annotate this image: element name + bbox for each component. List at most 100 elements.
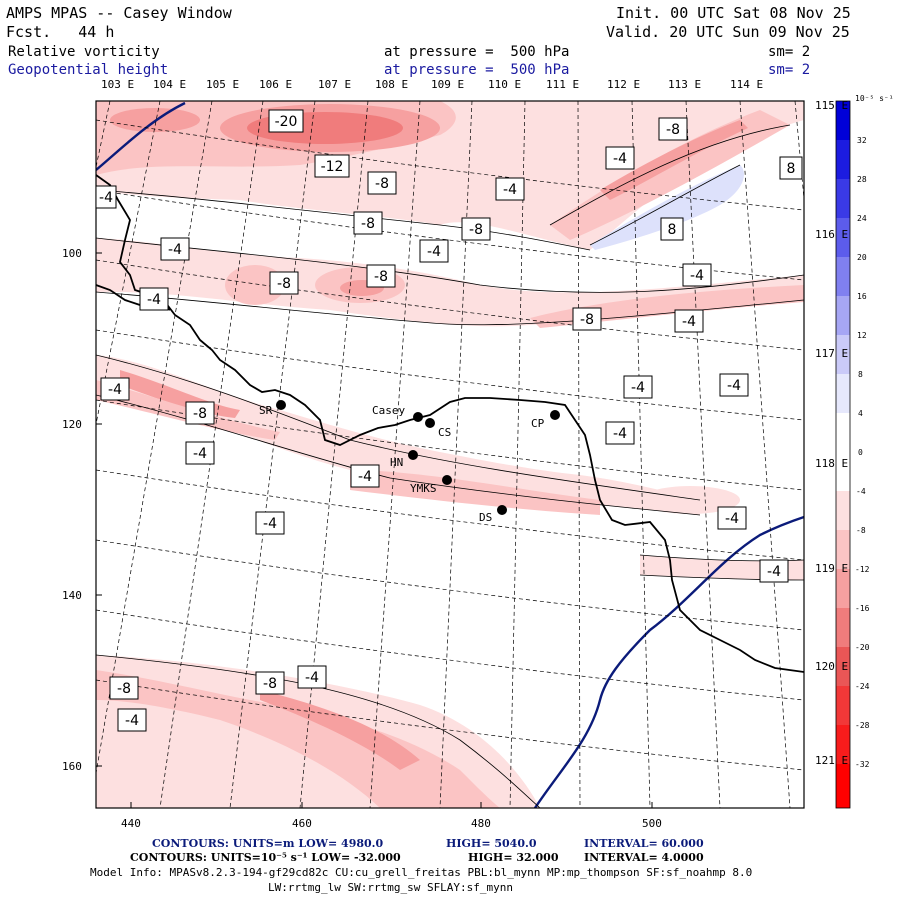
field2-level: at pressure = 500 hPa xyxy=(384,62,570,78)
contour-label: 8 xyxy=(779,156,803,180)
contour-label: -8 xyxy=(353,211,383,235)
x-tick-label: 500 xyxy=(642,817,662,830)
colorbar-label: 0 xyxy=(858,448,863,457)
model-info-line2: LW:rrtmg_lw SW:rrtmg_sw SFLAY:sf_mynn xyxy=(268,881,514,894)
contour-label: -4 xyxy=(160,237,190,261)
lon-label: 110 E xyxy=(488,78,522,91)
colorbar-label: -8 xyxy=(856,526,866,535)
lon-label: 109 E xyxy=(431,78,465,91)
lon-label: 104 E xyxy=(153,78,187,91)
contours-height-interval: INTERVAL= 60.000 xyxy=(584,837,704,850)
contours-vort-interval: INTERVAL= 4.0000 xyxy=(584,851,704,864)
contour-label: -4 xyxy=(117,708,147,732)
model-info: Model Info: MPASv8.2.3-194-gf29cd82c CU:… xyxy=(90,866,753,879)
svg-text:-8: -8 xyxy=(361,216,375,232)
init-time: Init. 00 UTC Sat 08 Nov 25 xyxy=(616,4,851,22)
colorbar-label: 8 xyxy=(858,370,863,379)
colorbar xyxy=(835,100,851,809)
station-label: Casey xyxy=(372,404,405,417)
contour-label: -8 xyxy=(185,401,215,425)
lon-label: 108 E xyxy=(375,78,409,91)
station-marker xyxy=(425,418,435,428)
contour-label: -4 xyxy=(100,377,130,401)
station-label: SR xyxy=(259,404,273,417)
y-tick-label: 100 xyxy=(62,247,82,260)
lat-label: 121 E xyxy=(815,754,849,767)
lat-label: 117 E xyxy=(815,347,849,360)
contour-label: -8 xyxy=(269,271,299,295)
lat-label: 119 E xyxy=(815,562,849,575)
field2-name: Geopotential height xyxy=(8,62,169,78)
svg-text:-8: -8 xyxy=(117,681,131,697)
svg-text:-4: -4 xyxy=(690,268,704,284)
station-marker xyxy=(413,412,423,422)
geopotential-contours xyxy=(96,101,804,808)
contour-label: -4 xyxy=(139,287,169,311)
colorbar-label: -16 xyxy=(855,604,870,613)
svg-text:-4: -4 xyxy=(767,564,781,580)
svg-text:-4: -4 xyxy=(631,380,645,396)
svg-text:-8: -8 xyxy=(375,176,389,192)
contour-label: -4 xyxy=(350,464,380,488)
contour-label: -8 xyxy=(255,671,285,695)
lon-label: 113 E xyxy=(668,78,702,91)
lat-label: 120 E xyxy=(815,660,849,673)
svg-text:-4: -4 xyxy=(99,190,113,206)
svg-text:-4: -4 xyxy=(727,378,741,394)
contour-label: -4 xyxy=(185,441,215,465)
field1-level: at pressure = 500 hPa xyxy=(384,44,570,60)
colorbar-label: 4 xyxy=(858,409,863,418)
contour-label: -4 xyxy=(682,263,712,287)
svg-text:-8: -8 xyxy=(374,269,388,285)
contour-label: -4 xyxy=(419,239,449,263)
y-tick-label: 140 xyxy=(62,589,82,602)
lon-label: 107 E xyxy=(318,78,352,91)
field1-smoothing: sm= 2 xyxy=(768,44,811,60)
station-label: CP xyxy=(531,417,545,430)
stations: SR Casey CS HN YMKS DS CP xyxy=(259,400,560,524)
lon-label: 103 E xyxy=(101,78,135,91)
contour-label: -4 xyxy=(623,375,653,399)
contour-label: 8 xyxy=(660,217,684,241)
lon-label: 114 E xyxy=(730,78,764,91)
svg-text:-4: -4 xyxy=(147,292,161,308)
forecast-hour: Fcst. 44 h xyxy=(6,23,115,41)
station-marker xyxy=(442,475,452,485)
svg-text:-8: -8 xyxy=(666,122,680,138)
valid-time: Valid. 20 UTC Sun 09 Nov 25 xyxy=(606,23,850,41)
vorticity-contours xyxy=(96,124,804,808)
axis-ticks xyxy=(96,252,653,808)
field2-smoothing: sm= 2 xyxy=(768,62,811,78)
station-marker xyxy=(276,400,286,410)
station-label: DS xyxy=(479,511,492,524)
station-label: CS xyxy=(438,426,451,439)
contour-label: -8 xyxy=(109,676,139,700)
contour-label: -8 xyxy=(367,171,397,195)
station-marker xyxy=(550,410,560,420)
contour-label: -4 xyxy=(255,511,285,535)
map-title: AMPS MPAS -- Casey Window xyxy=(6,4,232,22)
x-tick-label: 440 xyxy=(121,817,141,830)
lat-label: 115 E xyxy=(815,99,849,112)
colorbar-label: -28 xyxy=(855,721,870,730)
svg-text:8: 8 xyxy=(668,222,677,238)
x-tick-label: 460 xyxy=(292,817,312,830)
station-label: HN xyxy=(390,456,403,469)
contour-label: -8 xyxy=(461,217,491,241)
lon-label: 106 E xyxy=(259,78,293,91)
svg-text:-8: -8 xyxy=(580,312,594,328)
svg-text:-4: -4 xyxy=(263,516,277,532)
colorbar-label: 28 xyxy=(857,175,867,184)
contour-label: -4 xyxy=(297,665,327,689)
colorbar-label: 32 xyxy=(857,136,867,145)
contour-label: -4 xyxy=(605,146,635,170)
colorbar-label: -20 xyxy=(855,643,870,652)
svg-text:-4: -4 xyxy=(427,244,441,260)
lat-lon-graticule xyxy=(96,101,804,808)
colorbar-units: 10⁻⁵ s⁻¹ xyxy=(855,94,894,103)
colorbar-label: 12 xyxy=(857,331,867,340)
contours-vort-info: CONTOURS: UNITS=10⁻⁵ s⁻¹ LOW= -32.000 xyxy=(130,851,401,864)
colorbar-label: -12 xyxy=(855,565,870,574)
svg-text:-4: -4 xyxy=(613,426,627,442)
